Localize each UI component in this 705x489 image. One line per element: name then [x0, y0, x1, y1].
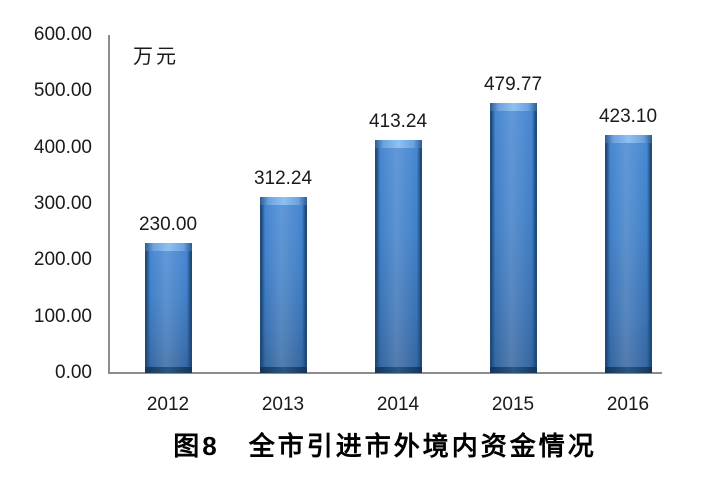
chart-title: 图8 全市引进市外境内资金情况: [173, 431, 597, 461]
bar-2012: [144, 243, 192, 373]
bar-data-label: 413.24: [368, 111, 428, 133]
bar-data-label: 423.10: [598, 105, 658, 127]
bar-2016: [604, 134, 652, 373]
y-axis-tick-labels: 600.00 500.00 400.00 300.00 200.00 100.00 0.00: [0, 0, 92, 420]
y-axis-tick-label: 500.00: [33, 80, 92, 102]
bar-bevel-bottom: [144, 366, 192, 373]
bar-bevel-top: [374, 140, 422, 149]
x-axis-line: [108, 372, 662, 374]
bar-bevel-top: [604, 134, 652, 143]
y-axis-tick-label: 300.00: [33, 193, 92, 214]
bar-bevel-top: [489, 102, 537, 111]
bar-bevel-bottom: [489, 366, 537, 373]
bar-2014: [374, 140, 422, 373]
x-axis-tick-label: 2012: [146, 394, 190, 415]
bar-data-label: 479.77: [483, 73, 543, 95]
x-axis-tick-label: 2014: [376, 394, 420, 415]
y-axis-tick-label: 0.00: [55, 362, 92, 383]
bar-2015: [489, 102, 537, 373]
bar-bevel-bottom: [259, 366, 307, 373]
bar-bevel-bottom: [604, 366, 652, 373]
bar-data-label: 312.24: [253, 168, 313, 190]
x-axis-tick-label: 2015: [491, 394, 535, 415]
y-axis-tick-label: 400.00: [33, 136, 92, 158]
y-axis-tick-label: 600.00: [33, 24, 92, 45]
y-axis-unit-label: 万元: [133, 46, 179, 68]
y-axis-tick-label: 100.00: [33, 305, 92, 327]
y-axis-tick-label: 200.00: [33, 249, 92, 271]
x-axis-tick-label: 2016: [606, 394, 650, 415]
bar-data-label: 230.00: [138, 214, 198, 236]
y-axis-line: [108, 35, 110, 374]
bar-bevel-top: [259, 197, 307, 206]
bar-bevel-bottom: [374, 366, 422, 373]
bar-2013: [259, 197, 307, 373]
x-axis-tick-label: 2013: [261, 394, 305, 415]
bar-bevel-top: [144, 243, 192, 252]
